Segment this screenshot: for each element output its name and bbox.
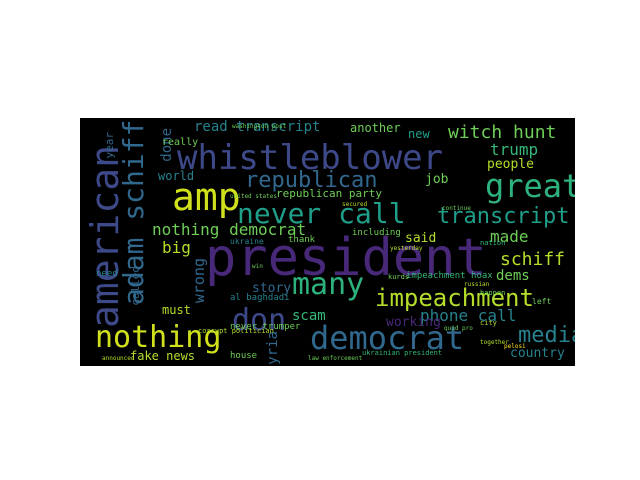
word-year: year	[103, 132, 116, 159]
word-impeachment: impeachment	[375, 284, 534, 312]
word-many: many	[292, 267, 365, 302]
word-quid-pro: quid pro	[444, 325, 473, 332]
word-transcript: transcript	[437, 204, 570, 229]
word-story: story	[252, 281, 292, 296]
word-ukrainian-president: ukrainian president	[362, 349, 443, 357]
word-said: said	[405, 231, 437, 246]
word-thank: thank	[288, 235, 316, 245]
word-house: house	[230, 351, 258, 361]
word-cloud: president whistleblower amp great democr…	[80, 118, 575, 366]
word-happen: happen	[480, 289, 506, 297]
word-whistleblower: whistleblower	[177, 138, 444, 178]
word-people: people	[487, 157, 534, 172]
word-including: including	[352, 228, 401, 238]
word-world: world	[158, 169, 195, 183]
word-republican: republican	[245, 168, 378, 193]
word-schiff: schiff	[500, 249, 566, 270]
word-left: left	[532, 297, 552, 306]
word-never-trumper: never trumper	[230, 322, 301, 332]
word-country: country	[510, 346, 565, 361]
word-really: really	[162, 137, 199, 148]
word-syria: syria	[265, 331, 281, 366]
word-president: president	[205, 228, 487, 288]
word-big: big	[162, 238, 191, 257]
word-pelosi: pelosi	[504, 343, 526, 350]
word-amp: amp	[172, 175, 241, 219]
word-called: called	[129, 266, 142, 306]
word-win: win	[252, 263, 263, 270]
word-continue: continue	[442, 205, 471, 212]
word-russian: russian	[464, 281, 490, 288]
word-media: media	[518, 323, 575, 348]
word-nation: nation	[480, 239, 506, 247]
word-city: city	[480, 319, 497, 327]
word-witch-hunt: witch hunt	[448, 122, 557, 143]
word-wrong: wrong	[190, 258, 208, 304]
word-announced: announced	[102, 355, 135, 362]
word-phone-call: phone call	[420, 306, 517, 325]
word-ukraine: ukraine	[230, 237, 264, 246]
word-nothing-democrat: nothing democrat	[152, 220, 307, 239]
word-don: don	[232, 303, 287, 338]
word-working: working	[386, 315, 441, 330]
word-never-call: never call	[237, 197, 406, 230]
word-together: together	[480, 339, 509, 346]
word-secured: secured	[342, 201, 368, 208]
word-scam: scam	[292, 308, 326, 324]
word-nothing: nothing	[95, 320, 222, 355]
word-need: need	[96, 269, 118, 279]
word-impeachment-hoax: impeachment hoax	[406, 271, 493, 281]
word-yesterday: yesterday	[390, 245, 423, 252]
word-kurds: kurds	[388, 273, 410, 281]
word-new: new	[408, 127, 430, 141]
word-read-transcript: read transcript	[194, 119, 321, 135]
word-job: job	[425, 172, 449, 187]
word-made: made	[490, 227, 529, 246]
word-democrat: democrat	[310, 319, 465, 357]
word-another: another	[350, 121, 401, 135]
word-dems: dems	[496, 268, 530, 284]
word-fake-news: fake news	[130, 349, 196, 363]
word-united-states: united states	[230, 193, 277, 200]
word-must: must	[162, 303, 191, 317]
word-corrupt-politician: corrupt politician	[198, 327, 274, 335]
word-law-enforcement: law enforcement	[308, 355, 363, 362]
word-republican-party: republican party	[276, 187, 382, 200]
word-trump: trump	[490, 140, 539, 159]
word-washington-post: washington post	[232, 123, 287, 130]
word-al-baghdadi: al baghdadi	[230, 293, 290, 303]
word-great: great	[485, 167, 575, 205]
